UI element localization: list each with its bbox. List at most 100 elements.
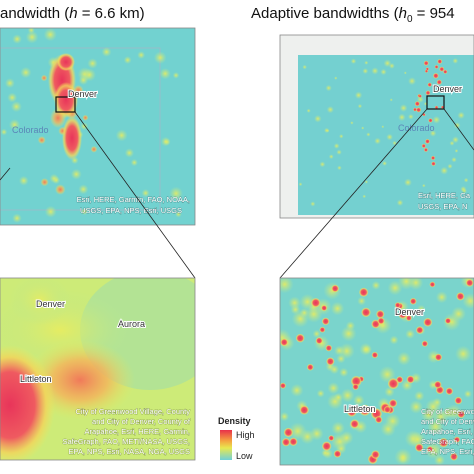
density-spot [427,82,432,87]
density-spot [437,58,443,65]
density-spot [350,375,362,387]
panel-title: Adaptive bandwidths (h0 = 954 [251,5,455,25]
density-spot [428,118,433,123]
density-spot [115,129,128,142]
density-spot [431,161,436,167]
density-spot [309,426,324,441]
density-spot [449,140,455,146]
density-spot [40,178,49,187]
density-spot [387,280,403,296]
density-spot [319,326,326,333]
density-spot [358,287,369,298]
panel-border [279,34,474,219]
density-spot [70,168,82,180]
density-spot [392,140,397,146]
density-spot [452,57,459,64]
density-spot [362,68,369,75]
density-spot [90,145,98,153]
density-spot [338,134,344,139]
density-spot [350,121,354,125]
attribution: and City of Denver [421,417,474,426]
density-spot [438,437,449,448]
density-spot [336,354,346,364]
density-spot [433,454,446,465]
density-spot [382,160,388,166]
density-spot [8,119,21,131]
density-spot [364,60,369,65]
density-spot [457,111,465,120]
density-spot [321,441,332,452]
density-spot [434,353,443,362]
attribution: USGS, EPA, N [418,202,467,211]
density-spot [310,201,316,207]
density-spot [320,304,328,312]
attribution: EPA, NPS, Esri, NA [421,447,474,456]
density-spot [398,309,408,320]
density-spot [380,68,387,76]
density-spot [281,437,291,447]
density-spot [350,58,357,65]
density-spot [399,104,408,112]
density-spot [424,69,429,73]
density-spot [447,163,453,169]
density-spot [374,137,381,145]
density-spot [416,95,424,103]
density-spot [361,307,371,318]
density-spot [321,317,330,326]
density-spot [397,351,411,366]
density-spot [432,72,439,79]
density-spot [0,128,8,136]
density-spot [433,380,442,389]
density-spot [403,71,407,75]
density-spot [289,437,298,447]
density-spot [12,213,22,223]
density-spot [329,364,340,375]
place-label: Denver [395,307,424,317]
density-spot [306,363,314,371]
density-spot [280,278,294,294]
density-spot [455,345,472,363]
panel-border [0,277,196,461]
density-spot [423,317,433,327]
attribution: EPA, NPS, Esri, NASA, NGA, USGS [68,447,190,456]
density-spot [123,56,132,64]
density-spot [37,136,46,144]
density-spot [371,351,379,359]
density-spot [430,155,436,161]
attribution: Arapahoe, Esri, HE [421,427,474,436]
density-spot [424,138,431,144]
density-spot [394,448,412,465]
density-spot [319,161,326,168]
density-spot [445,387,454,396]
density-spot [421,407,437,423]
place-label: Denver [36,299,65,309]
density-spot [453,436,461,443]
density-spot [55,184,66,195]
density-spot [80,208,88,216]
density-spot [328,154,334,160]
density-spot [280,411,290,422]
density-spot [388,62,395,69]
density-spot [364,180,369,184]
density-spot [440,166,449,175]
density-spot [340,325,357,342]
place-label: Colorado [398,123,435,133]
density-spot [457,410,466,419]
density-spot [44,205,57,218]
density-spot [175,211,182,218]
density-spot [398,113,406,122]
density-spot [409,400,423,414]
attribution: SafeGraph, FAO, M [421,437,474,446]
density-spot [371,450,380,460]
density-spot [442,406,455,419]
density-spot [333,143,340,149]
density-spot [43,28,57,42]
density-spot [409,297,417,305]
attribution: City of Greenwood [421,407,474,416]
density-spot [352,383,359,391]
density-spot [327,382,340,395]
density-spot [436,79,442,85]
density-spot [381,125,385,129]
density-spot [406,375,415,384]
density-spot [305,305,323,323]
